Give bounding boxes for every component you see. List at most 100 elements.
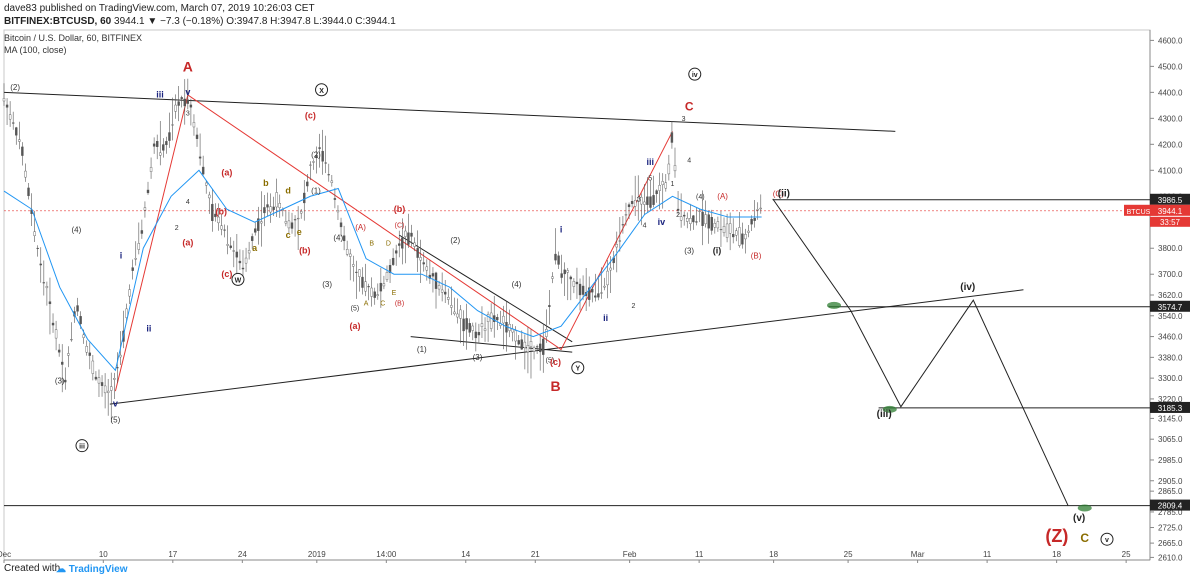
candle-body (551, 276, 554, 279)
wave-label: (4) (72, 226, 82, 235)
level-tag (1150, 401, 1190, 413)
candle-body (557, 255, 560, 265)
candle-body (299, 211, 303, 214)
highlight-marker (1077, 504, 1092, 512)
wave-label: (c) (305, 110, 316, 120)
wave-label: d (285, 186, 291, 196)
circled-wave-label: Y (575, 366, 580, 373)
wave-label: (A) (717, 192, 728, 201)
candle-body (189, 104, 193, 108)
candle-body (327, 174, 330, 176)
candle-body (152, 143, 156, 147)
y-tick-label: 2725.0 (1158, 524, 1183, 533)
wave-label: (2) (311, 150, 321, 159)
candle-body (385, 272, 389, 280)
candle-body (143, 207, 147, 211)
candle-body (208, 194, 211, 199)
candle-body (465, 318, 468, 330)
wave-label: A (183, 59, 193, 75)
wave-label: (a) (221, 167, 232, 177)
candle-body (315, 155, 318, 159)
candle-body (186, 99, 190, 104)
candle-body (195, 134, 199, 139)
candle-body (2, 98, 6, 102)
x-tick-label: 11 (983, 550, 992, 559)
candle-body (232, 250, 235, 252)
chart-legend-title: Bitcoin / U.S. Dollar, 60, BITFINEX (4, 33, 143, 43)
candle-body (361, 276, 364, 288)
candle-body (753, 218, 756, 221)
candle-body (183, 98, 186, 107)
abc-zigzag (114, 94, 673, 392)
wave-label: (B) (395, 300, 404, 307)
candle-body (682, 214, 686, 217)
footer: Created with ☁ TradingView (0, 560, 1200, 581)
candle-body (333, 198, 337, 200)
trendline (399, 234, 573, 343)
wave-label: (c) (221, 269, 232, 279)
candle-body (609, 267, 612, 271)
candle-body (113, 378, 116, 380)
x-tick-label: Mar (911, 550, 925, 559)
level-tag (1150, 300, 1190, 312)
candle-body (165, 141, 168, 146)
candle-body (575, 281, 579, 285)
candle-body (229, 245, 232, 248)
candle-body (486, 314, 490, 322)
candle-body (318, 147, 321, 149)
candle-body (303, 192, 306, 204)
tradingview-brand: TradingView (68, 564, 128, 575)
ma-line (3, 169, 762, 372)
candle-body (250, 236, 254, 241)
candle-body (177, 101, 180, 106)
wave-label: e (297, 227, 302, 237)
candle-body (581, 285, 585, 295)
candle-body (321, 150, 324, 162)
level-tag-text: 3986.5 (1158, 196, 1183, 205)
wave-label: C (1080, 531, 1089, 545)
x-tick-label: 2019 (308, 550, 326, 559)
chart-header: dave83 published on TradingView.com, Mar… (0, 0, 1200, 60)
wave-label: 5 (648, 176, 652, 183)
candle-body (459, 309, 462, 319)
wave-label: (3) (322, 280, 332, 289)
candle-body (447, 297, 450, 300)
candle-body (462, 318, 465, 332)
circled-wave-marker (315, 83, 329, 97)
candle-body (563, 269, 566, 275)
cloud-icon: ☁ (56, 564, 66, 575)
wave-label: 4 (643, 222, 647, 229)
y-tick-label: 3700.0 (1158, 270, 1183, 279)
candle-body (716, 221, 720, 229)
candle-body (701, 211, 704, 226)
candle-body (174, 104, 177, 112)
symbol-name: BITFINEX:BTCUSD, 60 (4, 16, 112, 27)
candle-body (489, 312, 493, 329)
y-tick-label: 4100.0 (1158, 166, 1183, 175)
candle-body (643, 201, 646, 205)
wave-label: i (120, 251, 123, 261)
candle-body (336, 210, 340, 213)
tradingview-logo[interactable]: ☁ TradingView (56, 564, 128, 575)
candle-body (468, 323, 471, 333)
candle-body (223, 229, 226, 231)
candle-body (376, 294, 379, 296)
candle-body (278, 203, 281, 208)
candle-body (88, 352, 91, 356)
candle-body (27, 187, 30, 197)
x-tick-label: 25 (844, 550, 853, 559)
wave-label: a (252, 243, 258, 253)
candle-body (342, 235, 346, 242)
candle-body (82, 334, 85, 338)
countdown-text: 33:57 (1160, 218, 1181, 227)
wave-label: (2) (450, 236, 460, 245)
wave-label: (a) (182, 238, 193, 248)
x-tick-label: 21 (531, 550, 540, 559)
candle-body (57, 349, 61, 353)
wave-label: (i) (713, 245, 722, 255)
y-tick-label: 3065.0 (1158, 435, 1183, 444)
candle-body (477, 331, 481, 336)
candle-body (655, 190, 658, 195)
